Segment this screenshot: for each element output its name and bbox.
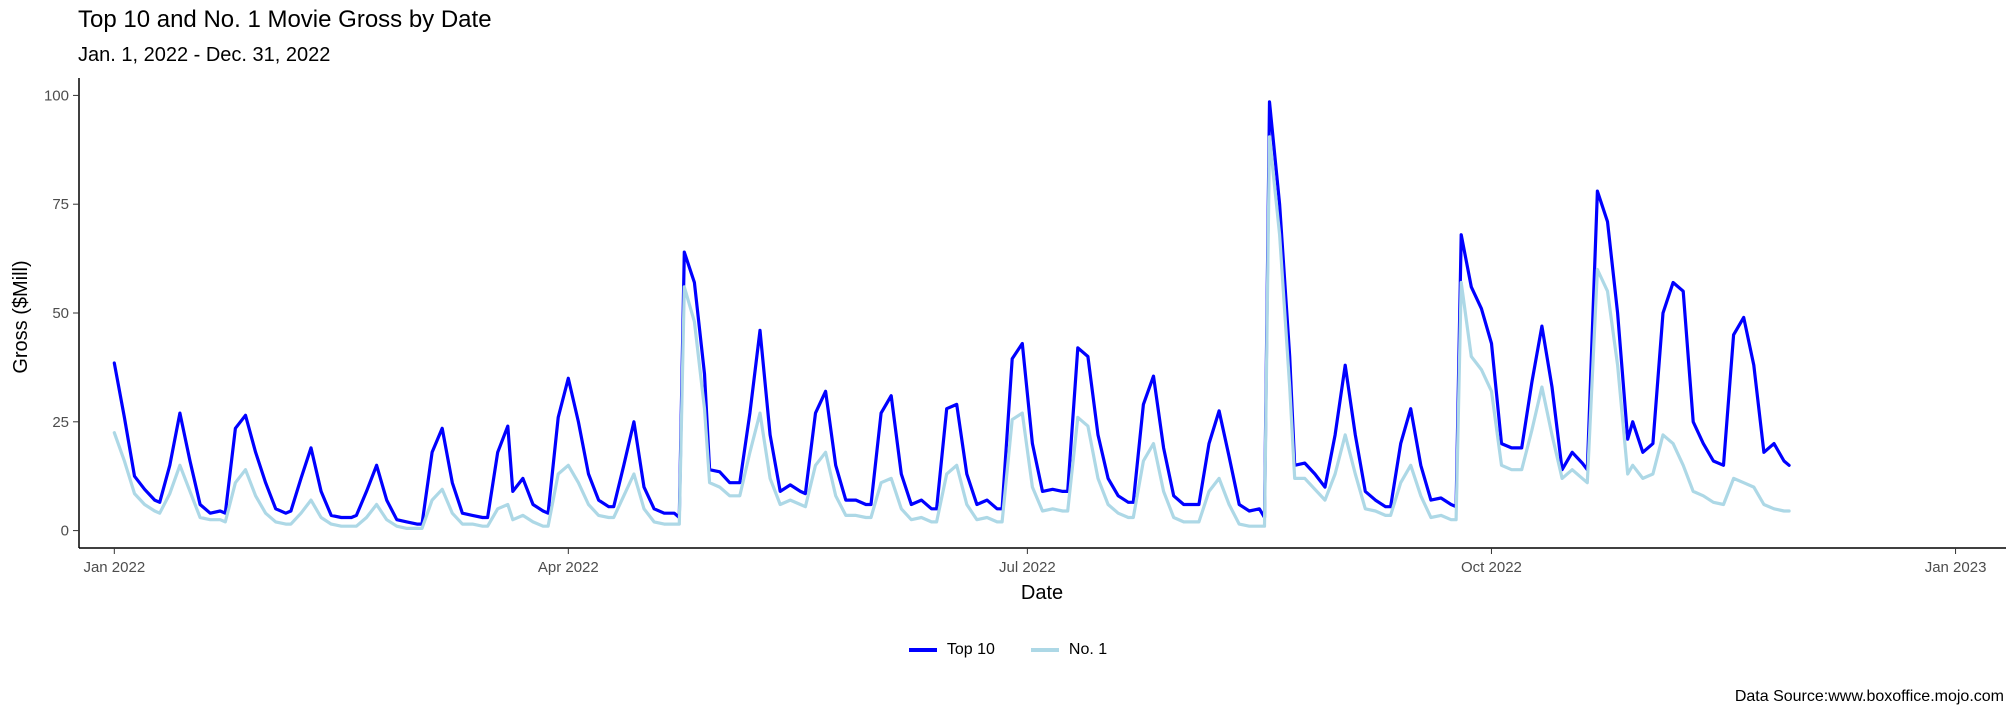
x-tick-label: Oct 2022 — [1461, 559, 1522, 576]
legend-key-no1 — [1030, 648, 1059, 652]
x-tick-label: Jul 2022 — [999, 559, 1056, 576]
chart-title: Top 10 and No. 1 Movie Gross by Date — [78, 6, 492, 33]
data-source-caption: Data Source:www.boxoffice.mojo.com — [1734, 688, 2004, 705]
x-axis-title: Date — [1021, 582, 1063, 604]
plot-lines — [112, 100, 1791, 530]
y-axis-title: Gross ($Mill) — [10, 260, 32, 373]
y-tick-label: 100 — [44, 87, 69, 104]
x-tick-label: Apr 2022 — [538, 559, 599, 576]
series-line-no1 — [112, 135, 1791, 530]
y-tick-label: 50 — [52, 305, 69, 322]
y-axis-ticks: 0 25 50 75 100 — [44, 87, 79, 540]
x-tick-label: Jan 2022 — [83, 559, 145, 576]
legend: Top 10 No. 1 — [0, 641, 2016, 659]
series-line-top10 — [112, 100, 1791, 526]
legend-label-no1: No. 1 — [1068, 641, 1108, 658]
legend-key-top10 — [908, 648, 937, 652]
legend-item-top10: Top 10 — [908, 641, 995, 659]
x-axis-ticks: Jan 2022 Apr 2022 Jul 2022 Oct 2022 Jan 2023 — [83, 548, 1986, 576]
chart-subtitle: Jan. 1, 2022 - Dec. 31, 2022 — [78, 44, 331, 66]
legend-item-no1: No. 1 — [1030, 641, 1108, 659]
legend-label-top10: Top 10 — [946, 641, 995, 658]
y-tick-label: 25 — [52, 414, 69, 431]
y-tick-label: 0 — [61, 523, 69, 540]
x-tick-label: Jan 2023 — [1925, 559, 1987, 576]
y-tick-label: 75 — [52, 196, 69, 213]
